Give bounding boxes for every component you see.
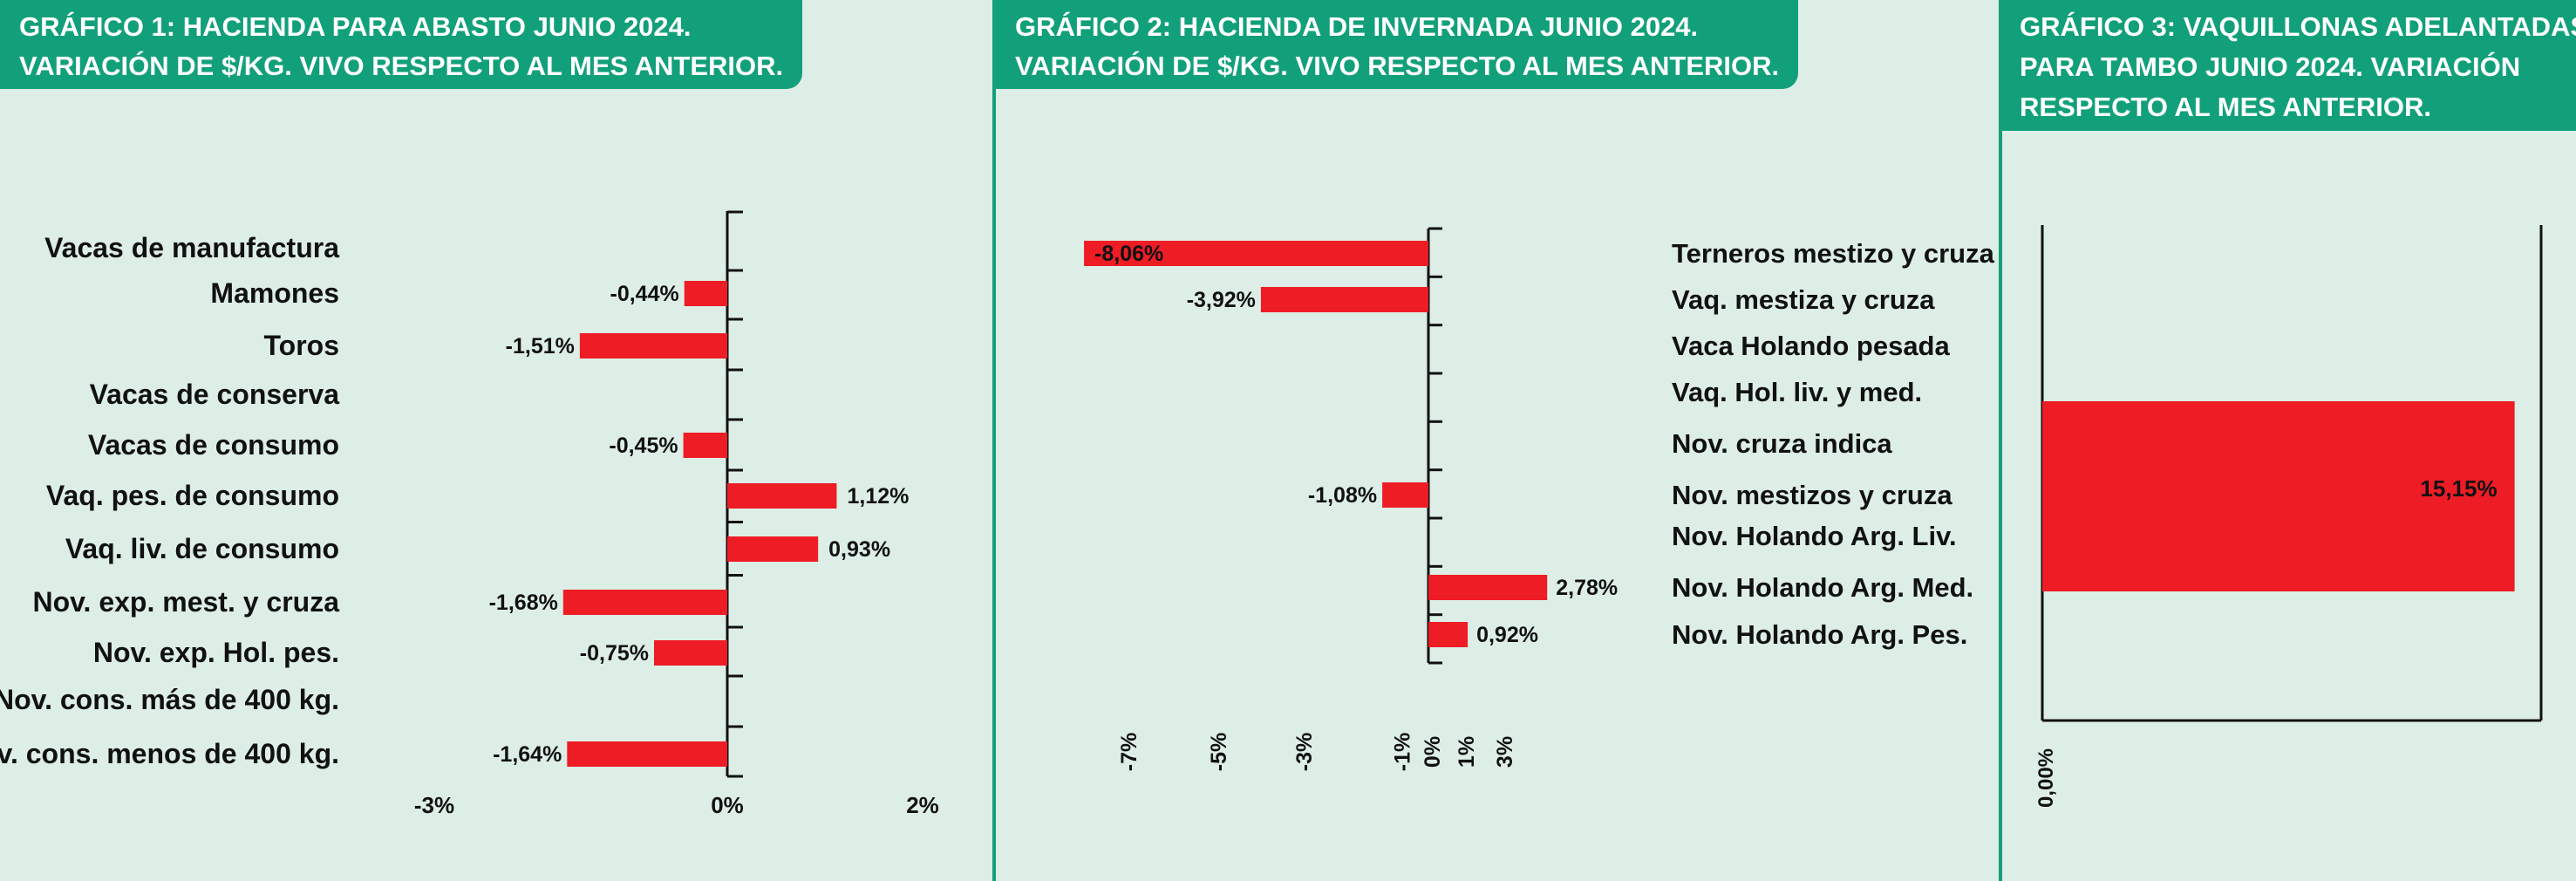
chart-1-category-label: Nov. exp. Hol. pes. [93,637,339,668]
chart-2-category-label: Nov. Holando Arg. Med. [1672,572,1973,603]
chart-2-data-label: 0,92% [1476,623,1538,647]
chart-1-data-label: 0,93% [828,537,890,562]
chart-1-bar [727,483,837,509]
chart-3-data-label: 15,15% [2420,475,2497,502]
chart-2-title-line-1: GRÁFICO 2: HACIENDA DE INVERNADA JUNIO 2… [1015,11,1699,42]
chart-1-category-label: Toros [263,330,339,361]
chart-2-data-label: -8,06% [1094,242,1163,266]
chart-3-title-line-3: RESPECTO AL MES ANTERIOR. [2020,92,2431,122]
chart-2-category-label: Terneros mestizo y cruza [1672,238,1995,269]
chart-1-data-label: 1,12% [847,484,909,509]
chart-1-tick-label: -3% [414,792,454,818]
chart-2-bar [1382,482,1428,508]
chart-1-category-label: Nov. cons. más de 400 kg. [0,684,339,715]
chart-2-tick-label: 1% [1455,736,1479,768]
chart-3-panel: 15,15% 0,00% GRÁFICO 3: VAQUILLONAS ADELA… [1999,0,2576,881]
chart-2-title-line-2: VARIACIÓN DE $/KG. VIVO RESPECTO AL MES … [1015,51,1780,81]
chart-2-title: GRÁFICO 2: HACIENDA DE INVERNADA JUNIO 2… [996,0,1799,89]
chart-2-data-label: -3,92% [1187,288,1256,312]
chart-2-bar [1084,241,1428,266]
chart-1-plot: Vacas de manufactura Mamones -0,44% Toros -1… [0,210,939,818]
chart-2-tick-label: -3% [1292,733,1317,771]
chart-1-panel: Vacas de manufactura Mamones -0,44% Toros -1… [0,0,992,881]
chart-2-plot: Terneros mestizo y cruza -8,06% Vaq. mesti… [1084,227,1995,771]
chart-2-tick-label: 0% [1421,736,1445,768]
chart-1-category-label: Vacas de conserva [90,379,340,410]
chart-2-panel: Terneros mestizo y cruza -8,06% Vaq. mesti… [992,0,2002,881]
chart-2-data-label: 2,78% [1556,576,1618,600]
chart-2-category-label: Nov. mestizos y cruza [1672,480,1952,510]
chart-1-bar [579,333,727,359]
chart-1-bar [654,640,727,666]
chart-3-title-line-1: GRÁFICO 3: VAQUILLONAS ADELANTADAS [2020,11,2576,42]
chart-1-bar [727,536,819,562]
chart-2-tick-label: -5% [1207,733,1231,771]
chart-3-title: GRÁFICO 3: VAQUILLONAS ADELANTADAS PARA … [2002,0,2576,131]
chart-1-bar [562,590,727,615]
chart-2-category-label: Vaq. Hol. liv. y med. [1672,377,1922,407]
chart-1-data-label: -0,44% [610,282,679,306]
chart-2-tick-label: 3% [1493,736,1517,768]
chart-3-tick-label: 0,00% [2034,748,2058,808]
chart-2-bar [1428,575,1548,600]
chart-1-title-line-2: VARIACIÓN DE $/KG. VIVO RESPECTO AL MES … [19,51,784,81]
chart-2-category-label: Nov. cruza indica [1672,428,1892,459]
chart-1-data-label: -1,51% [506,334,575,359]
chart-1-category-label: Nov. cons. menos de 400 kg. [0,738,339,769]
chart-1-data-label: -1,64% [493,742,562,767]
chart-1-bar [567,741,727,767]
chart-1-bar [684,281,727,306]
chart-1-category-label: Nov. exp. mest. y cruza [32,586,339,618]
chart-1-data-label: -1,68% [489,591,558,615]
chart-1-title-line-1: GRÁFICO 1: HACIENDA PARA ABASTO JUNIO 20… [19,11,692,42]
chart-2-category-label: Nov. Holando Arg. Liv. [1672,521,1957,551]
chart-2-tick-label: -7% [1117,733,1141,771]
chart-2-category-label: Vaca Holando pesada [1672,331,1950,361]
chart-3-bar [2042,401,2515,591]
chart-1-tick-label: 0% [711,792,744,818]
chart-3-plot: 15,15% 0,00% [2034,225,2543,808]
chart-1-category-label: Vacas de manufactura [44,232,339,263]
chart-1-category-label: Vaq. liv. de consumo [65,533,339,564]
chart-2-bar [1428,622,1469,647]
chart-2-category-label: Vaq. mestiza y cruza [1672,284,1935,315]
chart-2-data-label: -1,08% [1308,483,1377,508]
chart-2-bar [1260,287,1428,312]
chart-3-title-line-2: PARA TAMBO JUNIO 2024. VARIACIÓN [2020,51,2521,82]
chart-1-data-label: -0,45% [609,434,678,458]
chart-1-category-label: Vacas de consumo [88,429,339,461]
chart-1-bar [683,433,727,458]
chart-1-category-label: Vaq. pes. de consumo [46,480,339,511]
chart-1-title: GRÁFICO 1: HACIENDA PARA ABASTO JUNIO 20… [0,0,803,89]
chart-2-tick-label: -1% [1391,733,1415,771]
chart-1-category-label: Mamones [210,277,339,309]
chart-2-category-label: Nov. Holando Arg. Pes. [1672,619,1967,650]
chart-1-data-label: -0,75% [580,641,649,666]
chart-1-tick-label: 2% [906,792,939,818]
